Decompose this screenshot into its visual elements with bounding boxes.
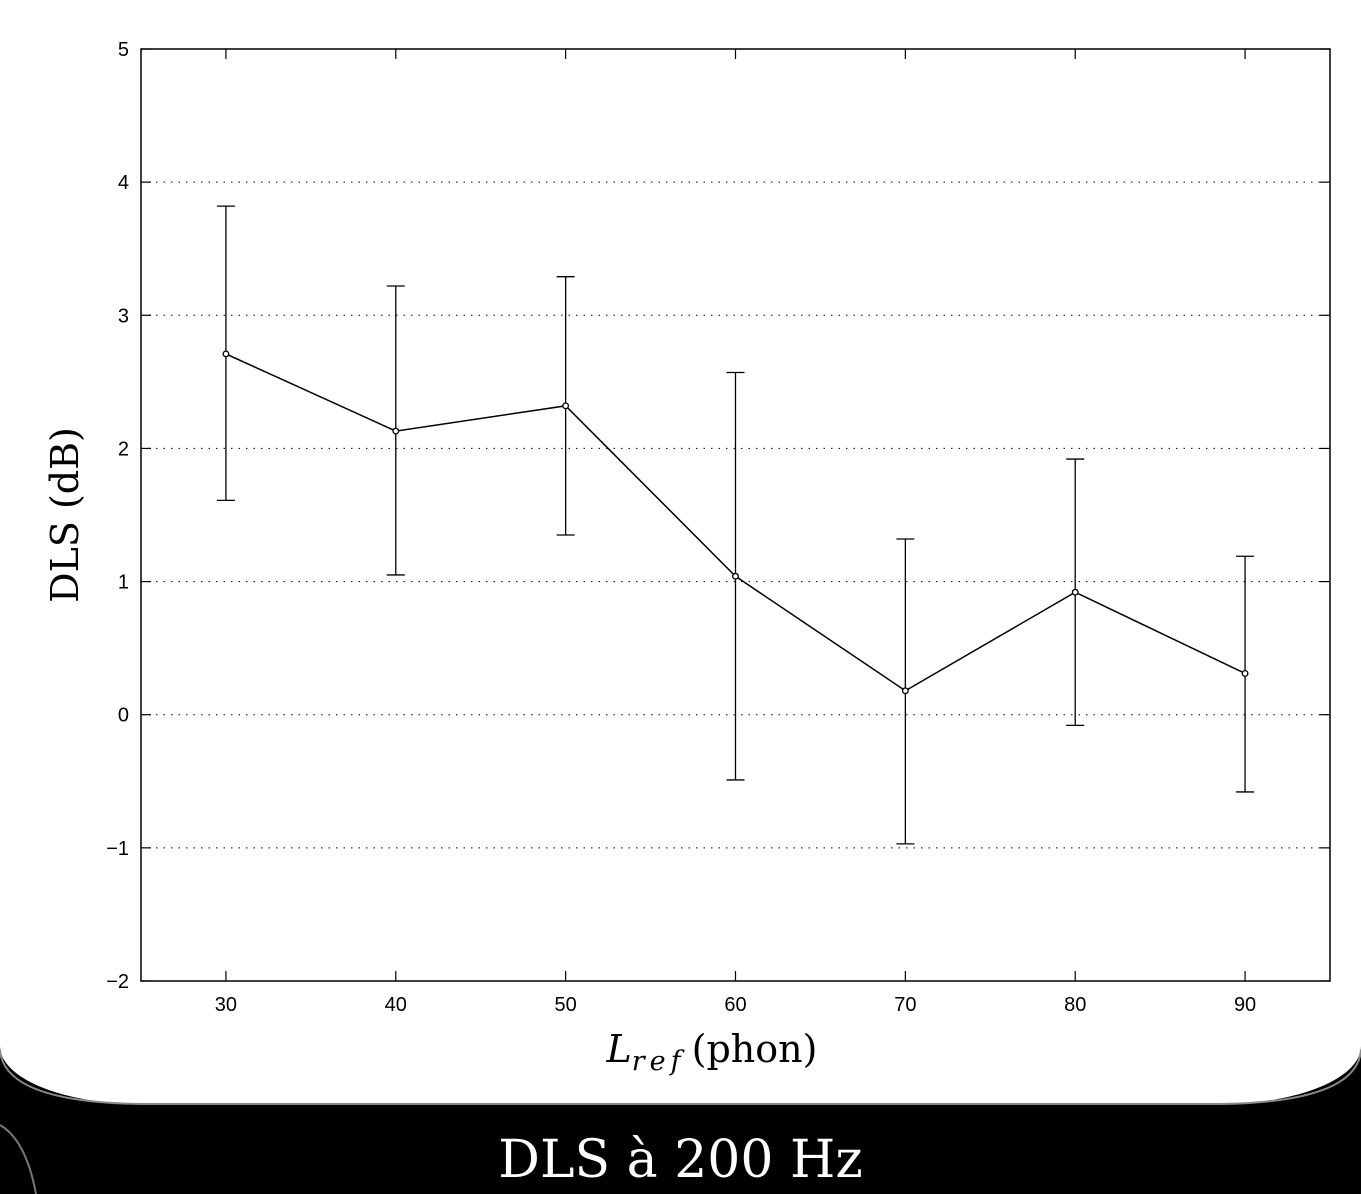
slide-caption: DLS à 200 Hz — [498, 1130, 863, 1190]
y-tick-label: −1 — [106, 838, 129, 860]
data-point — [901, 687, 909, 695]
data-point — [1071, 588, 1079, 596]
x-axis-label: Lref (phon) — [606, 1027, 818, 1077]
y-tick-label: 2 — [118, 438, 129, 460]
y-tick-label: 0 — [118, 705, 129, 727]
chart: −2 −1 0 1 2 3 4 5 30 40 50 60 70 80 90 Lref (phon) DLS … — [43, 39, 1331, 1077]
y-tick-label: 3 — [118, 305, 129, 327]
y-axis-label: DLS (dB) — [43, 427, 87, 603]
data-point — [562, 402, 570, 410]
grid-lines — [141, 181, 1330, 849]
error-bars — [216, 205, 1255, 845]
data-point — [732, 572, 739, 580]
x-tick-label: 30 — [215, 994, 237, 1016]
y-tick-label: −2 — [106, 971, 129, 993]
figure-background — [0, 0, 1361, 1104]
x-tick-label: 80 — [1064, 994, 1086, 1016]
x-tick-label: 90 — [1234, 994, 1256, 1016]
y-tick-label: 4 — [118, 172, 129, 194]
x-tick-label: 70 — [894, 994, 916, 1016]
data-markers — [222, 350, 1249, 695]
x-tick-label: 40 — [385, 994, 407, 1016]
data-point — [1241, 669, 1249, 677]
data-point — [222, 350, 230, 358]
axis-ticks: −2 −1 0 1 2 3 4 5 30 40 50 60 70 80 90 — [106, 39, 1330, 1016]
x-tick-label: 50 — [555, 994, 577, 1016]
data-point — [392, 427, 400, 435]
x-tick-label: 60 — [724, 994, 746, 1016]
y-tick-label: 5 — [118, 39, 129, 61]
y-tick-label: 1 — [118, 572, 129, 594]
